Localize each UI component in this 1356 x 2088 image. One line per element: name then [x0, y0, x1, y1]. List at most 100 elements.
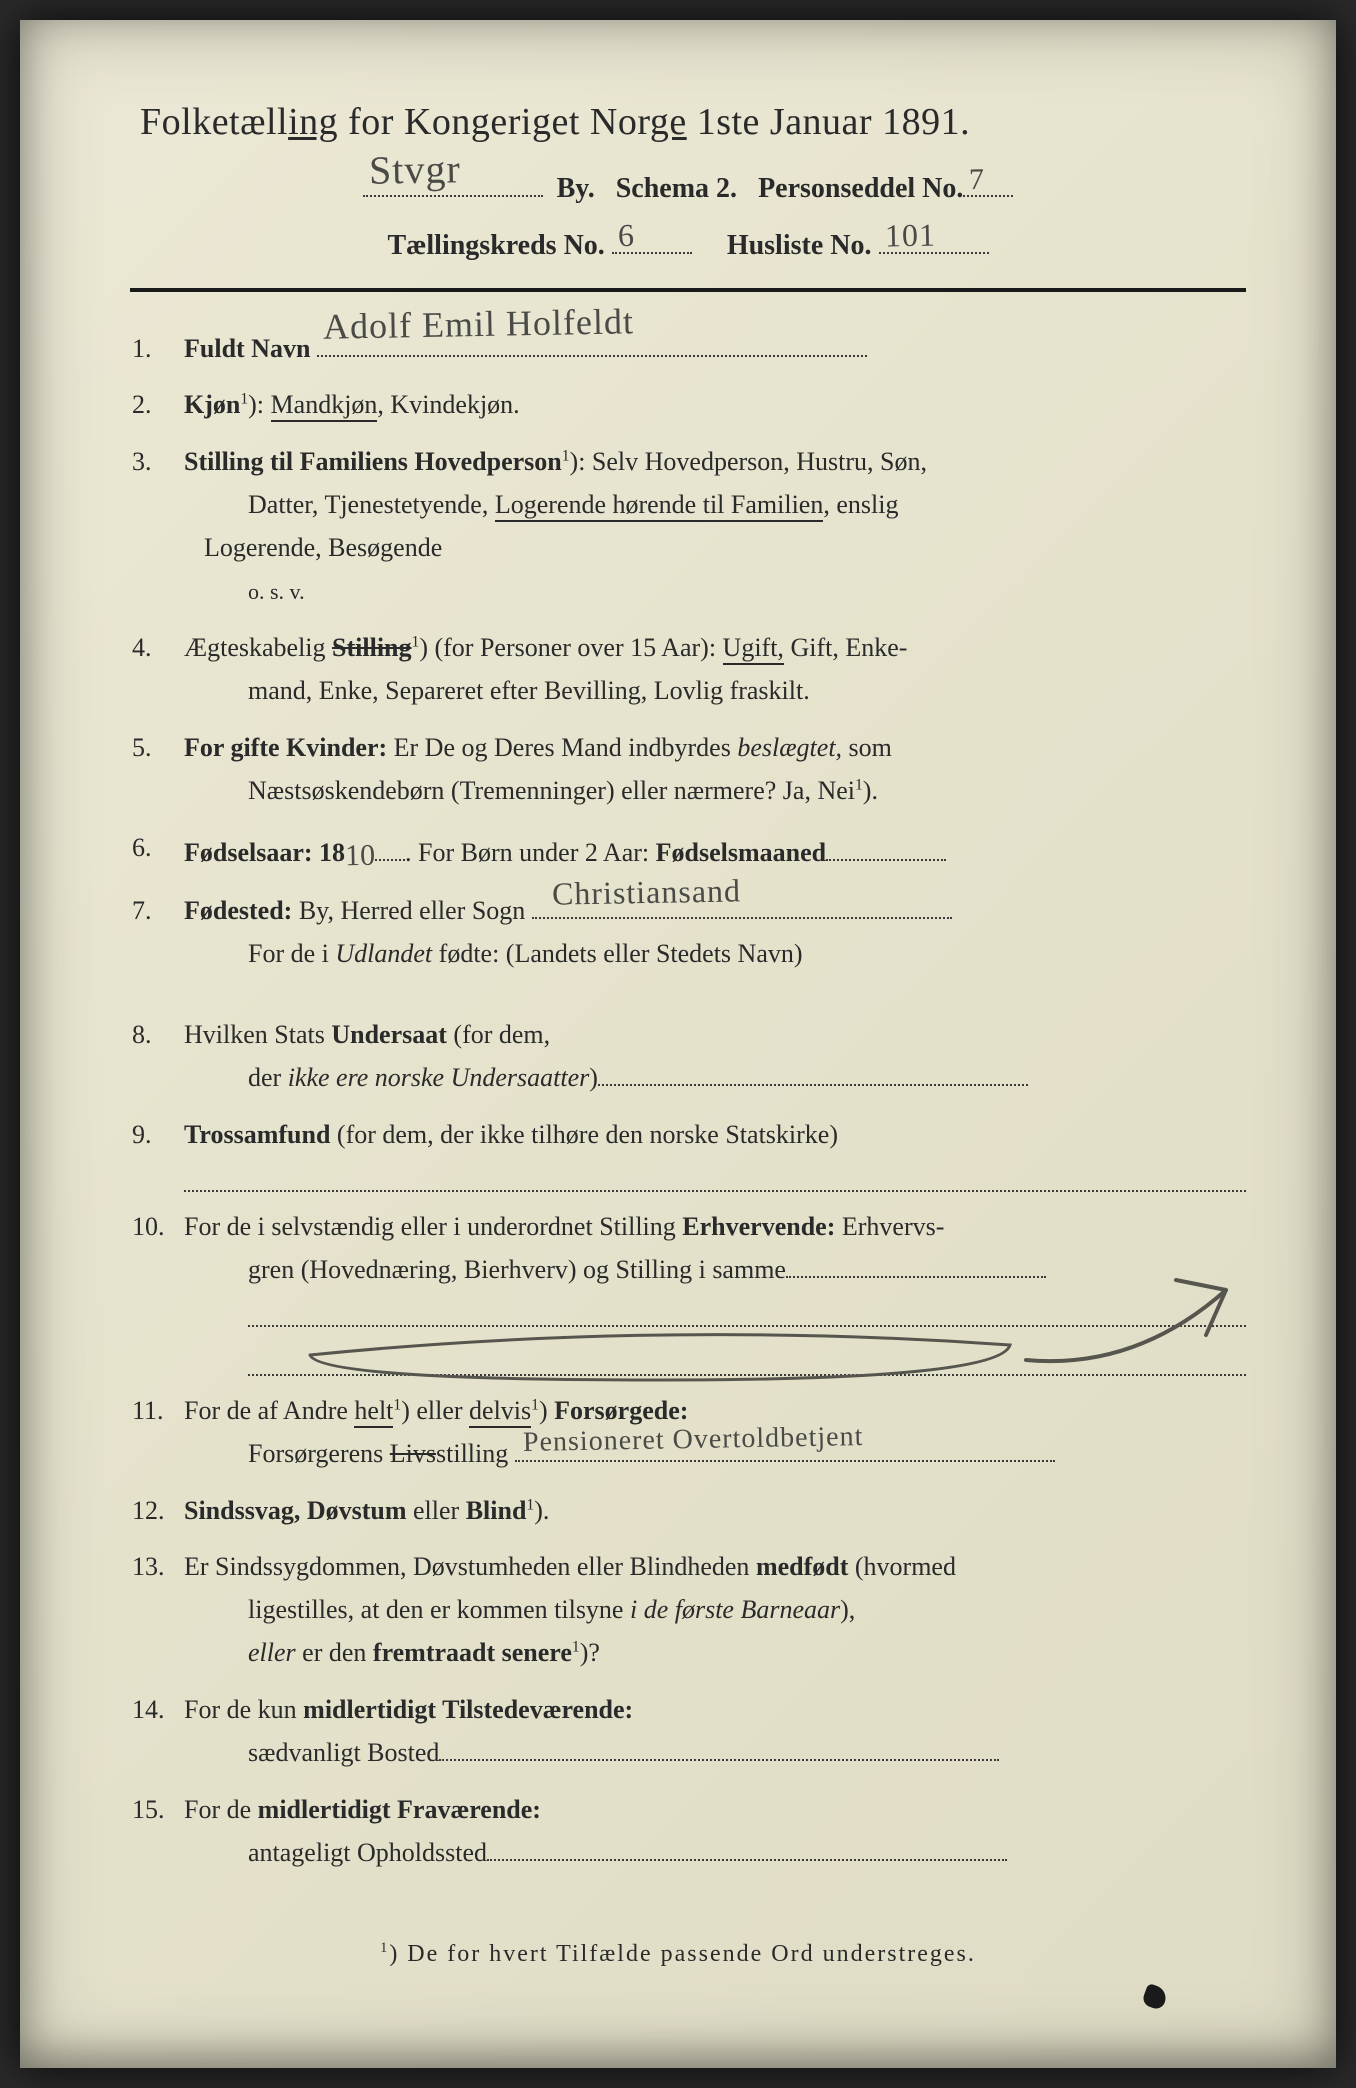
q3-line2: Datter, Tjenestetyende, Logerende hørend…: [184, 484, 898, 527]
q5-label-a: For gifte Kvinder:: [184, 733, 387, 762]
q12-rest: eller: [407, 1496, 466, 1525]
q1-content: Fuldt Navn Adolf Emil Holfeldt: [184, 328, 1246, 371]
q11-line2-wrap: Forsørgerens Livsstilling Pensioneret Ov…: [184, 1433, 1055, 1476]
footnote: 1) De for hvert Tilfælde passende Ord un…: [20, 1940, 1336, 1968]
ink-spot-icon: [1141, 1983, 1169, 2011]
q7-content: Fødested: By, Herred eller Sogn Christia…: [184, 890, 1246, 976]
q13-line3a: eller: [248, 1638, 296, 1667]
q3-label-b: ): Selv Hovedperson, Hustru, Søn,: [570, 447, 927, 476]
foot-text: ) De for hvert Tilfælde passende Ord und…: [389, 1941, 976, 1967]
q2-sup: 1: [240, 391, 248, 408]
q15-dots: [487, 1832, 1007, 1861]
q14-bold: midlertidigt Tilstedeværende:: [303, 1695, 633, 1724]
page-title: Folketælling for Kongeriget Norge 1ste J…: [130, 100, 1246, 144]
q10-bold: Erhvervende:: [682, 1212, 835, 1241]
q10-dots3: [248, 1345, 1246, 1376]
q9-content: Trossamfund (for dem, der ikke tilhøre d…: [184, 1114, 1246, 1192]
q7-num: 7.: [130, 890, 184, 976]
q1-label: Fuldt Navn: [184, 334, 310, 363]
q7-line2b: fødte: (Landets eller Stedets Navn): [432, 939, 802, 968]
q8-rest: (for dem,: [447, 1020, 550, 1049]
q9-rest: (for dem, der ikke tilhøre den norske St…: [330, 1120, 838, 1149]
q3-sup: 1: [562, 448, 570, 465]
q1-row: 1. Fuldt Navn Adolf Emil Holfeldt: [130, 328, 1246, 371]
q8-line2-it: ikke ere norske Undersaatter: [288, 1063, 590, 1092]
census-form-page: Folketælling for Kongeriget Norge 1ste J…: [20, 20, 1336, 2068]
q4-strike: Stilling: [332, 633, 411, 662]
q6-label: Fødselsaar: 18: [184, 838, 345, 867]
q13-it: i de første Barneaar: [630, 1595, 840, 1624]
q14-dots: [439, 1732, 999, 1761]
divider: [130, 288, 1246, 292]
q13-bold2: fremtraadt senere: [373, 1638, 572, 1667]
personseddel-label: Personseddel No.: [758, 173, 963, 204]
q13-rest1: (hvormed: [848, 1552, 956, 1581]
q12-bold: Sindssvag, Døvstum: [184, 1496, 407, 1525]
q9-num: 9.: [130, 1114, 184, 1192]
q10-line2: gren (Hovednæring, Bierhverv) og Stillin…: [184, 1249, 786, 1292]
q7-line2-it: Udlandet: [335, 939, 432, 968]
q13-line3c: )?: [580, 1638, 600, 1667]
q4-label-b: ) (for Personer over 15 Aar):: [419, 633, 722, 662]
q15-content: For de midlertidigt Fraværende: antageli…: [184, 1789, 1246, 1875]
q3-line3: Logerende, Besøgende: [184, 527, 442, 570]
q3-row: 3. Stilling til Familiens Hovedperson1):…: [130, 441, 1246, 613]
q8-line2b: ): [589, 1063, 598, 1092]
q15-text: For de: [184, 1795, 258, 1824]
city-field: Stvgr: [363, 166, 543, 197]
kreds-field: 6: [612, 223, 692, 254]
q3-line2-ul: Logerende hørende til Familien: [495, 490, 824, 522]
personseddel-hand: 7: [969, 163, 986, 197]
q8-num: 8.: [130, 1014, 184, 1100]
q13-bold1: medfødt: [756, 1552, 848, 1581]
q11-content: For de af Andre helt1) eller delvis1) Fo…: [184, 1390, 1246, 1476]
q2-row: 2. Kjøn1): Mandkjøn, Kvindekjøn.: [130, 384, 1246, 427]
q4-num: 4.: [130, 627, 184, 713]
q4-ul: Ugift,: [723, 633, 784, 665]
q13-num: 13.: [130, 1546, 184, 1675]
q11-mid: ) eller: [401, 1396, 469, 1425]
q6-mid: . For Børn under 2 Aar:: [405, 838, 656, 867]
q7-line2-wrap: For de i Udlandet fødte: (Landets eller …: [184, 933, 803, 976]
husliste-label: Husliste No.: [727, 230, 872, 261]
q6-num: 6.: [130, 827, 184, 877]
q11-ul1: helt: [354, 1396, 393, 1428]
header-line-1: Stvgr By. Schema 2. Personseddel No. 7: [130, 166, 1246, 205]
q5-rest2: som: [842, 733, 892, 762]
q6-hand: 10: [345, 830, 376, 880]
q6-dots2: [826, 832, 946, 861]
q2-label-a: Kjøn: [184, 390, 240, 419]
husliste-hand: 101: [884, 216, 936, 254]
title-part-2: for Kongeriget Nor: [338, 101, 650, 143]
q8-dots: [598, 1057, 1028, 1086]
title-tail: 1ste Januar 1891.: [687, 101, 970, 143]
q9-bold: Trossamfund: [184, 1120, 330, 1149]
q2-label-b: ):: [248, 390, 270, 419]
q6-bold2: Fødselsmaaned: [656, 838, 826, 867]
q3-label-a: Stilling til Familiens Hovedperson: [184, 447, 562, 476]
q1-field: Adolf Emil Holfeldt: [317, 328, 867, 357]
q9-dots: [184, 1160, 1246, 1191]
schema-label: Schema 2.: [616, 173, 737, 204]
q8-row: 8. Hvilken Stats Undersaat (for dem, der…: [130, 1014, 1246, 1100]
q8-content: Hvilken Stats Undersaat (for dem, der ik…: [184, 1014, 1246, 1100]
q8-line2-wrap: der ikke ere norske Undersaatter): [184, 1057, 1028, 1100]
q5-sup: 1: [855, 776, 863, 793]
q15-line2: antageligt Opholdssted: [184, 1832, 487, 1875]
q11-hand: Pensioneret Overtoldbetjent: [522, 1414, 863, 1466]
kreds-hand: 6: [617, 216, 635, 253]
q5-row: 5. For gifte Kvinder: Er De og Deres Man…: [130, 727, 1246, 813]
spacer: [130, 990, 1246, 1014]
q8-bold: Undersaat: [331, 1020, 447, 1049]
q13-content: Er Sindssygdommen, Døvstumheden eller Bl…: [184, 1546, 1246, 1675]
q7-field: Christiansand: [532, 890, 952, 919]
q5-line2b: ).: [863, 776, 878, 805]
q7-label: Fødested:: [184, 896, 292, 925]
q4-content: Ægteskabelig Stilling1) (for Personer ov…: [184, 627, 1246, 713]
q11-line2b: stilling: [436, 1439, 508, 1468]
q5-rest: Er De og Deres Mand indbyrdes: [387, 733, 737, 762]
q2-opt1: Mandkjøn: [271, 390, 378, 422]
title-underline-1: ing: [288, 101, 338, 143]
q3-content: Stilling til Familiens Hovedperson1): Se…: [184, 441, 1246, 613]
q5-num: 5.: [130, 727, 184, 813]
